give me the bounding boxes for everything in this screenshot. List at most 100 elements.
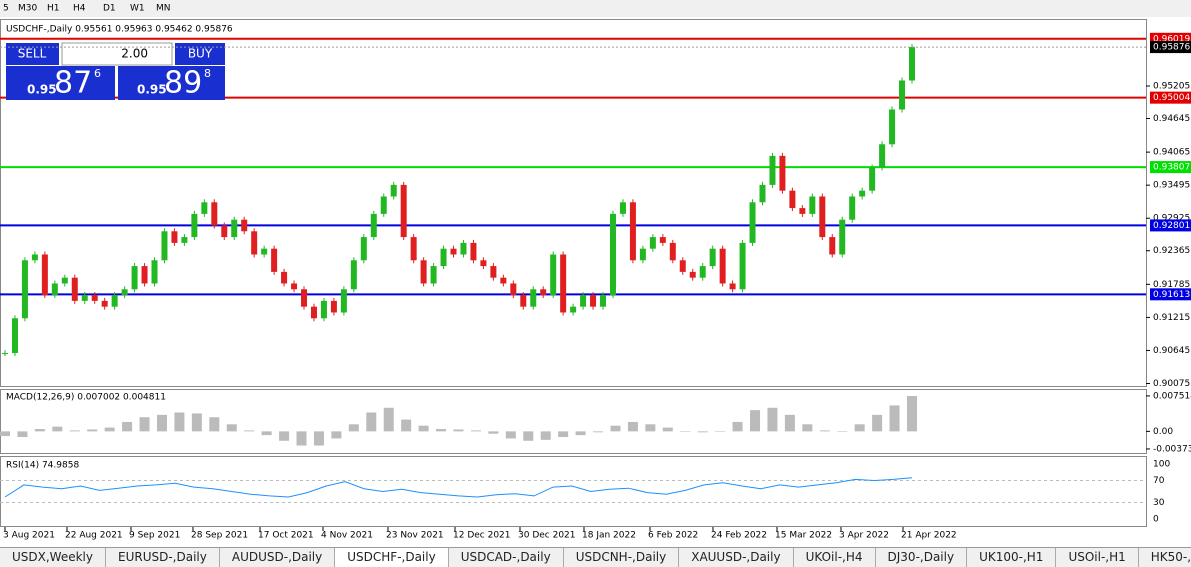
macd-bar: [645, 424, 656, 432]
buy-price-big: 0.95: [137, 83, 167, 97]
volume-box[interactable]: [61, 42, 173, 66]
macd-bar: [837, 431, 848, 432]
timeframe-button[interactable]: W1: [130, 4, 145, 14]
macd-bar: [244, 430, 255, 432]
macd-bar: [0, 431, 10, 437]
x-tick-label: 17 Oct 2021: [258, 531, 314, 541]
buy-label[interactable]: BUY: [188, 47, 213, 61]
macd-bar: [488, 431, 499, 434]
candle-body: [251, 231, 258, 255]
chart-header: USDCHF-,Daily 0.95561 0.95963 0.95462 0.…: [6, 25, 233, 35]
timeframe-button[interactable]: H1: [47, 4, 60, 14]
macd-bar: [715, 431, 726, 432]
chart-tab[interactable]: USOil-,H1: [1056, 548, 1139, 567]
sell-label[interactable]: SELL: [18, 47, 47, 61]
candle-body: [689, 271, 696, 278]
candle-body: [131, 266, 138, 290]
macd-bar: [313, 431, 324, 446]
candle-body: [111, 295, 118, 307]
candle-body: [739, 242, 746, 290]
chart-tab[interactable]: DJ30-,Daily: [876, 548, 968, 567]
candle-body: [719, 248, 726, 284]
chart-tab[interactable]: USDCNH-,Daily: [564, 548, 680, 567]
sell-button[interactable]: [6, 43, 59, 65]
timeframe-button[interactable]: 5: [3, 4, 9, 14]
candle-body: [779, 155, 786, 191]
trade-panel: SELL 2.00 BUY 0.95 87 6 0.95 89 8: [6, 42, 225, 101]
macd-bar: [366, 412, 377, 432]
y-tick-label: 0.90645: [1153, 346, 1190, 356]
candle-body: [629, 202, 636, 261]
chart-tab[interactable]: UKOil-,H4: [794, 548, 876, 567]
candle-body: [510, 283, 517, 296]
timeframe-button[interactable]: MN: [156, 4, 171, 14]
buy-button[interactable]: [175, 43, 225, 65]
sell-price-box[interactable]: [6, 66, 115, 100]
candle-body: [370, 213, 377, 238]
candle-body: [181, 237, 188, 243]
macd-bar: [697, 431, 708, 433]
candle-body: [769, 155, 776, 185]
macd-bar: [401, 419, 412, 432]
macd-bar: [889, 405, 900, 432]
macd-bar: [52, 426, 63, 432]
level-tag-bg: [1150, 91, 1191, 104]
macd-bar: [34, 429, 45, 432]
candle-body: [540, 289, 547, 296]
candle-body: [271, 248, 278, 272]
candle-body: [600, 295, 607, 307]
candle-body: [789, 190, 796, 209]
candle-body: [619, 202, 626, 214]
chart-tab[interactable]: XAUUSD-,Daily: [679, 548, 794, 567]
timeframe-button[interactable]: H4: [73, 4, 86, 14]
x-tick-label: 3 Aug 2021: [3, 531, 55, 541]
candle-body: [749, 202, 756, 243]
candle-body: [301, 289, 308, 307]
macd-bar: [540, 431, 551, 440]
candle-body: [231, 219, 238, 238]
candle-body: [281, 271, 288, 284]
candle-body: [241, 219, 248, 232]
macd-tick-label: 0.007514: [1153, 391, 1191, 401]
level-tag: 0.91613: [1153, 290, 1190, 300]
volume[interactable]: 2.00: [121, 47, 148, 61]
x-tick-label: 22 Aug 2021: [65, 531, 123, 541]
candle-body: [51, 283, 58, 296]
candle-body: [580, 295, 587, 307]
rsi-tick-label: 70: [1153, 476, 1165, 486]
candle-body: [799, 208, 806, 214]
macd-bar: [226, 424, 237, 432]
x-tick-label: 23 Nov 2021: [386, 531, 444, 541]
buy-price-box[interactable]: [118, 66, 225, 100]
chart-tab[interactable]: USDCHF-,Daily: [335, 548, 449, 567]
tab-bar: USDX,Weekly EURUSD-,Daily AUDUSD-,Daily USD…: [0, 547, 1191, 567]
chart-tab[interactable]: UK100-,H1: [967, 548, 1057, 567]
sell-price-small: 6: [94, 67, 101, 80]
macd-bar: [470, 430, 481, 432]
candle-body: [560, 254, 567, 313]
chart-tab[interactable]: EURUSD-,Daily: [106, 548, 220, 567]
chart-tab[interactable]: USDCAD-,Daily: [449, 548, 564, 567]
macd-bar: [907, 395, 917, 432]
candle-body: [161, 231, 168, 261]
chart-tab[interactable]: HK50-,H1: [1139, 548, 1191, 567]
timeframe-button[interactable]: D1: [103, 4, 116, 14]
chart-tab[interactable]: AUDUSD-,Daily: [220, 548, 336, 567]
candle-body: [410, 237, 417, 261]
candle-body: [21, 260, 28, 319]
candle-body: [141, 266, 148, 284]
x-tick-label: 15 Mar 2022: [775, 531, 832, 541]
macd-bar: [279, 431, 290, 441]
timeframe-button[interactable]: M30: [18, 4, 37, 14]
chart-tab[interactable]: USDX,Weekly: [0, 548, 106, 567]
macd-bar: [156, 414, 167, 432]
macd-bar: [418, 425, 429, 432]
macd-bar: [558, 431, 569, 438]
candle-body: [729, 283, 736, 290]
candle-body: [291, 283, 298, 290]
rsi-tick-label: 30: [1153, 498, 1165, 508]
candle-body: [609, 213, 616, 296]
candle-body: [899, 80, 906, 110]
y-tick-label: 0.95205: [1153, 81, 1190, 91]
candle-body: [261, 248, 268, 255]
